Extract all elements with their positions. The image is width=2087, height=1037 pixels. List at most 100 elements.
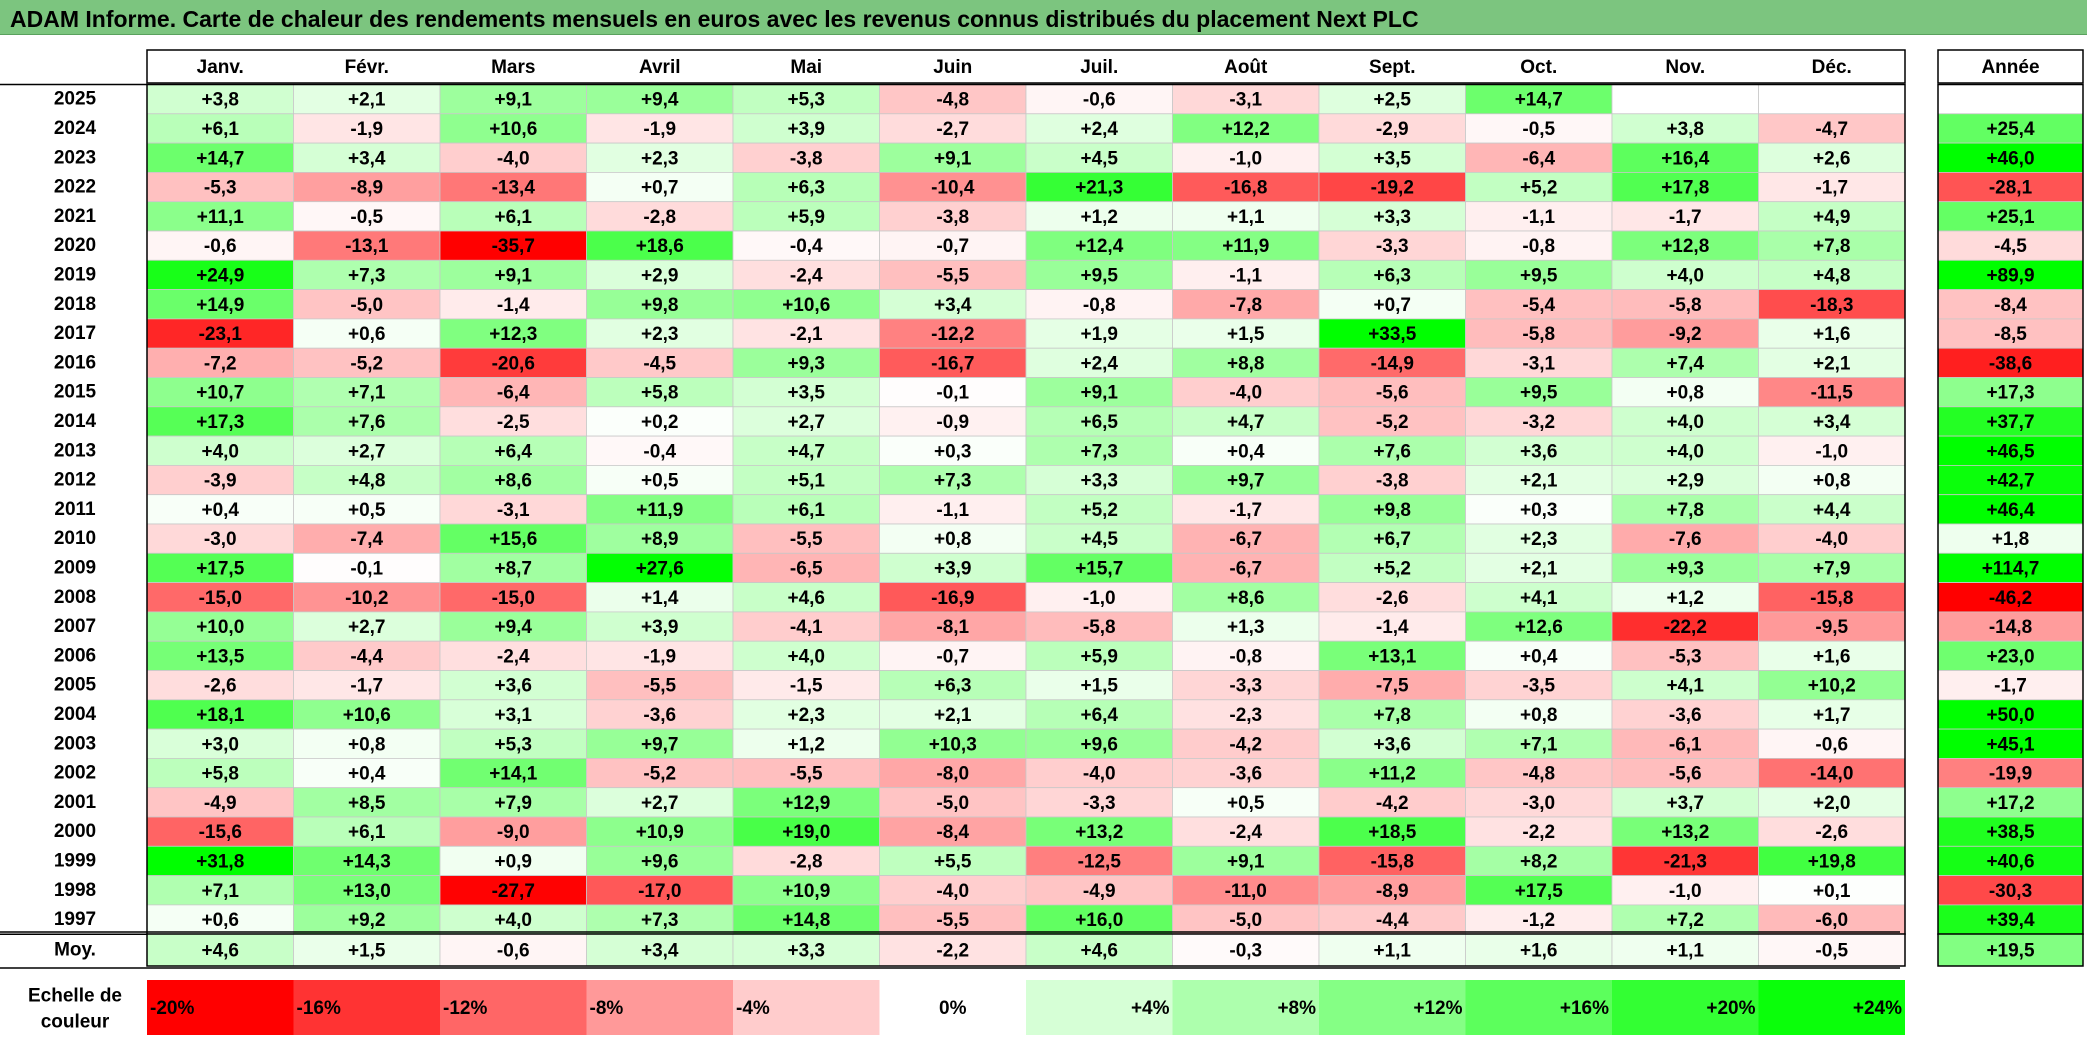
cell-value: -2,9 — [1376, 119, 1409, 140]
cell-value: -5,6 — [1376, 383, 1409, 404]
cell-value: +2,9 — [1666, 471, 1704, 492]
heatmap-cell — [879, 464, 1027, 496]
heatmap-cell — [439, 171, 587, 203]
heatmap-cell — [1758, 464, 1906, 496]
cell-value: -16,7 — [931, 353, 974, 374]
color-scale-step-label: +24% — [1853, 998, 1902, 1019]
annual-cell — [1937, 318, 2084, 349]
color-scale-step-label: +8% — [1277, 998, 1316, 1019]
row-year-label: 2009 — [54, 557, 96, 578]
cell-value: -2,8 — [643, 207, 676, 228]
heatmap-cell — [1611, 347, 1759, 378]
cell-value: -5,8 — [1669, 295, 1702, 316]
heatmap-cell — [439, 640, 587, 671]
cell-value: -4,9 — [1083, 881, 1116, 902]
cell-value: -1,1 — [1229, 265, 1262, 286]
heatmap-cell — [879, 113, 1027, 144]
cell-value: +5,5 — [934, 851, 972, 872]
annual-value: +45,1 — [1986, 734, 2035, 755]
cell-value: +0,9 — [494, 851, 532, 872]
cell-value: +19,8 — [1808, 851, 1856, 872]
average-value: -2,2 — [936, 941, 969, 962]
cell-value: +3,6 — [494, 676, 532, 697]
color-scale-swatch — [147, 980, 294, 1035]
average-annual-cell — [1937, 933, 2084, 967]
cell-value: -22,2 — [1664, 617, 1707, 638]
heatmap-cell — [879, 728, 1027, 759]
heatmap-cell — [1172, 406, 1320, 437]
annual-cell — [1937, 670, 2084, 701]
cell-value: +0,4 — [1227, 441, 1265, 462]
average-value: +3,3 — [787, 941, 825, 962]
heatmap-cell — [293, 758, 441, 789]
cell-value: +17,8 — [1661, 178, 1709, 199]
heatmap-cell — [1025, 289, 1173, 320]
heatmap-cell — [586, 640, 734, 671]
cell-value: -6,7 — [1229, 558, 1262, 579]
cell-value: -5,2 — [350, 353, 383, 374]
cell-value: +13,2 — [1661, 822, 1709, 843]
heatmap-cell — [1758, 758, 1906, 789]
heatmap-cell — [1758, 289, 1906, 320]
heatmap-cell — [1611, 611, 1759, 642]
heatmap-cell — [586, 289, 734, 320]
cell-value: +9,1 — [1227, 851, 1265, 872]
heatmap-cell — [1172, 787, 1320, 818]
heatmap-cell — [879, 347, 1027, 378]
row-year-label: 2005 — [54, 675, 97, 696]
cell-value: +11,9 — [1222, 236, 1269, 257]
cell-value: -1,9 — [643, 119, 676, 140]
heatmap-cell — [439, 435, 587, 466]
cell-value: -0,7 — [936, 646, 969, 667]
cell-value: -1,0 — [1815, 441, 1848, 462]
heatmap-cell — [1318, 318, 1466, 349]
heatmap-cell — [586, 464, 734, 496]
month-header: Nov. — [1665, 57, 1705, 78]
cell-value: +3,8 — [201, 90, 239, 111]
cell-value: +0,3 — [934, 441, 972, 462]
cell-value: -12,5 — [1078, 851, 1122, 872]
cell-value: +0,3 — [1520, 500, 1558, 521]
title-bar: ADAM Informe. Carte de chaleur des rende… — [0, 0, 2087, 35]
heatmap-cell — [586, 406, 734, 437]
heatmap-cell — [1611, 230, 1759, 261]
cell-value: -3,6 — [643, 705, 676, 726]
chart-title: ADAM Informe. Carte de chaleur des rende… — [10, 6, 1419, 32]
heatmap-cell — [732, 552, 880, 583]
heatmap-cell — [1172, 201, 1320, 232]
cell-value: +12,2 — [1222, 119, 1270, 140]
cell-value: -5,5 — [936, 265, 969, 286]
cell-value: -4,5 — [643, 353, 676, 374]
cell-value: +11,1 — [197, 207, 244, 228]
heatmap-cell — [586, 494, 734, 525]
row-year-label: 2007 — [54, 616, 96, 637]
annual-cell — [1937, 699, 2084, 730]
cell-value: +2,0 — [1813, 793, 1851, 814]
heatmap-cell — [1318, 201, 1466, 232]
cell-value: -4,8 — [936, 90, 969, 111]
cell-value: +10,6 — [343, 705, 391, 726]
heatmap-cell — [1758, 845, 1906, 876]
heatmap-cell — [586, 201, 734, 232]
month-header: Oct. — [1520, 57, 1557, 78]
heatmap-cell — [1172, 758, 1320, 789]
heatmap-cell — [1465, 318, 1613, 349]
heatmap-cell — [1758, 728, 1906, 759]
cell-value: +17,5 — [1515, 881, 1564, 902]
heatmap-cell — [293, 259, 441, 290]
heatmap-cell — [1025, 230, 1173, 261]
cell-value: -3,1 — [1229, 90, 1262, 111]
cell-value: +12,9 — [782, 793, 830, 814]
annual-cell — [1937, 171, 2084, 203]
heatmap-cell — [146, 377, 294, 408]
cell-value: +9,3 — [787, 353, 825, 374]
heatmap-cell — [1465, 464, 1613, 496]
heatmap-cell — [586, 728, 734, 759]
color-scale-swatch — [1319, 980, 1466, 1035]
cell-value: -4,2 — [1229, 734, 1262, 755]
annual-value: -8,4 — [1994, 295, 2027, 316]
cell-value: -4,1 — [790, 617, 823, 638]
cell-value: -3,0 — [1522, 793, 1555, 814]
heatmap-cell — [293, 699, 441, 730]
heatmap-cell — [1318, 84, 1466, 115]
